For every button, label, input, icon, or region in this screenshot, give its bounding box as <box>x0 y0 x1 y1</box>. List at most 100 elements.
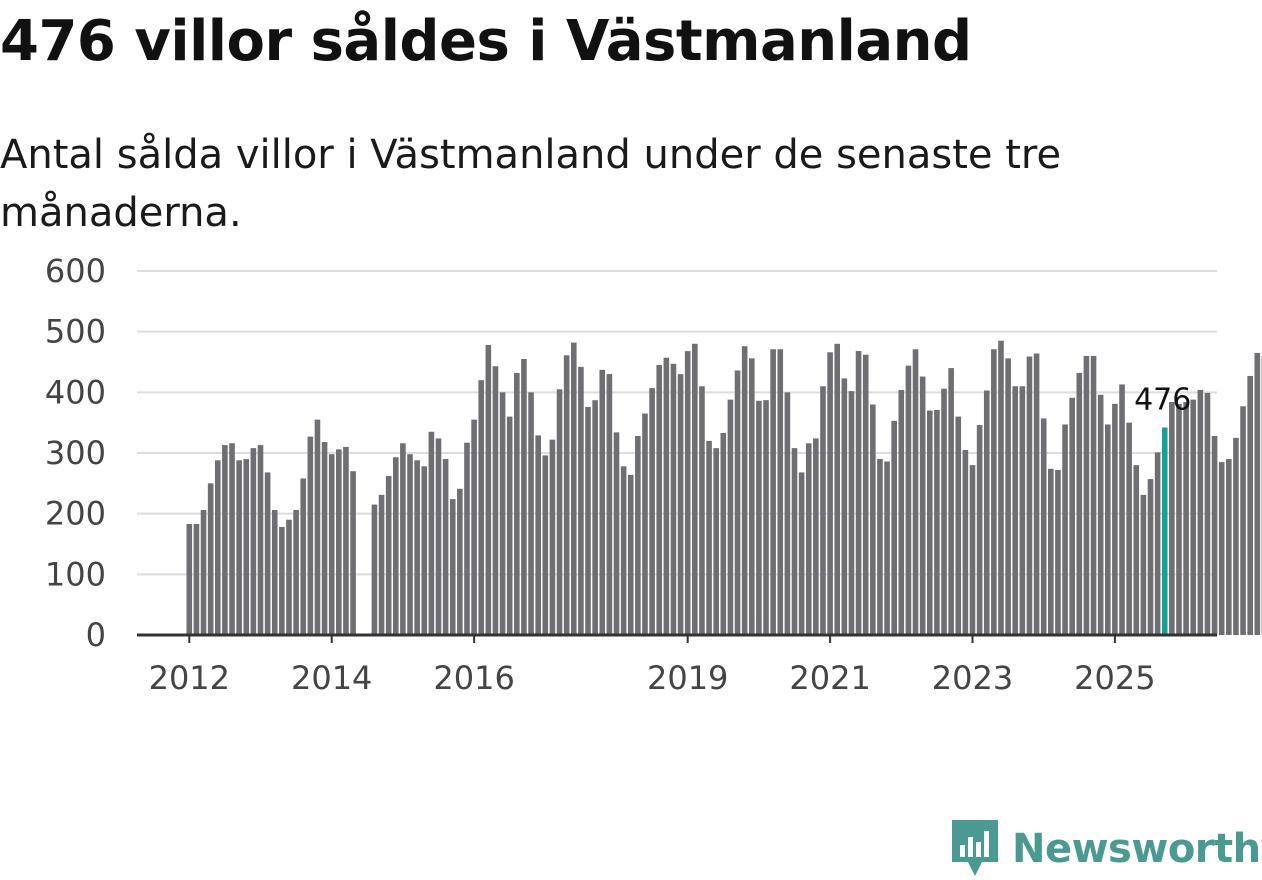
bar <box>1077 373 1083 635</box>
bar <box>856 351 862 635</box>
x-tick-label: 2021 <box>789 659 870 697</box>
bar <box>386 476 392 635</box>
bar <box>1212 436 1218 635</box>
bar <box>336 449 342 635</box>
bar <box>1155 452 1161 635</box>
bar <box>535 435 541 635</box>
bar <box>322 442 328 635</box>
bar <box>550 440 556 635</box>
bar <box>1176 404 1182 635</box>
bar <box>777 349 783 635</box>
bar <box>1112 404 1118 635</box>
bar <box>236 460 242 635</box>
bar <box>229 443 235 635</box>
y-tick-label: 500 <box>45 313 106 351</box>
newsworthy-logo: Newsworthy <box>950 818 1262 880</box>
bar <box>265 472 271 635</box>
bar <box>799 472 805 635</box>
bar <box>592 400 598 635</box>
bar <box>1062 424 1068 635</box>
bar <box>934 410 940 635</box>
bar <box>763 400 769 635</box>
bar <box>329 454 335 635</box>
bar <box>421 466 427 635</box>
bar <box>272 510 278 635</box>
bar <box>792 448 798 635</box>
bar <box>614 432 620 635</box>
bar <box>1148 479 1154 635</box>
bar <box>187 524 193 635</box>
bar <box>315 420 321 635</box>
bar <box>1012 386 1018 635</box>
bar <box>664 358 670 635</box>
bar <box>1133 465 1139 635</box>
bar <box>735 370 741 635</box>
bar <box>948 368 954 635</box>
y-tick-label: 200 <box>45 495 106 533</box>
bar <box>813 438 819 635</box>
highlight-value-label: 476 <box>1134 383 1191 418</box>
bar <box>543 455 549 635</box>
bar <box>899 390 905 635</box>
bar <box>1034 354 1040 635</box>
bar <box>671 364 677 635</box>
bar <box>1098 395 1104 635</box>
bar <box>692 344 698 635</box>
bar <box>642 414 648 635</box>
bar <box>208 483 214 635</box>
bar <box>308 437 314 635</box>
bar <box>621 466 627 635</box>
x-tick-label: 2012 <box>149 659 230 697</box>
chart-subtitle: Antal sålda villor i Västmanland under d… <box>0 126 1200 242</box>
bar <box>372 505 378 635</box>
bar <box>656 365 662 635</box>
bar <box>1020 386 1026 635</box>
bar <box>891 421 897 635</box>
bar <box>1055 470 1061 635</box>
bar <box>343 447 349 635</box>
bar <box>1169 402 1175 635</box>
bar <box>849 391 855 635</box>
bar <box>678 374 684 635</box>
bar <box>991 349 997 635</box>
bar <box>706 441 712 635</box>
bar <box>906 366 912 635</box>
bar <box>222 445 228 635</box>
bar <box>521 359 527 635</box>
bar <box>443 459 449 635</box>
bar <box>500 392 506 635</box>
bar <box>1048 469 1054 635</box>
bar <box>194 524 200 635</box>
bar <box>436 438 442 635</box>
bar <box>571 343 577 635</box>
bar <box>215 460 221 635</box>
bar <box>578 367 584 635</box>
bar <box>429 432 435 635</box>
bar <box>1069 398 1075 635</box>
chart-title: 476 villor såldes i Västmanland <box>0 4 972 80</box>
bar <box>379 495 385 635</box>
bar <box>628 475 634 635</box>
bar <box>977 425 983 635</box>
y-tick-label: 400 <box>45 373 106 411</box>
bar <box>1198 390 1204 635</box>
bar <box>963 450 969 635</box>
bar <box>471 420 477 635</box>
bar <box>827 352 833 635</box>
bar <box>1091 356 1097 635</box>
bar <box>1141 495 1147 635</box>
bar <box>820 386 826 635</box>
bar <box>721 433 727 635</box>
bar <box>350 471 356 635</box>
bar <box>514 373 520 635</box>
bar <box>493 366 499 635</box>
bar <box>863 355 869 635</box>
bar <box>713 448 719 635</box>
bar <box>258 445 264 635</box>
bar <box>1219 462 1225 635</box>
bar <box>870 404 876 635</box>
bar <box>984 391 990 635</box>
newsworthy-logo-icon <box>950 818 1000 880</box>
bar <box>414 460 420 635</box>
